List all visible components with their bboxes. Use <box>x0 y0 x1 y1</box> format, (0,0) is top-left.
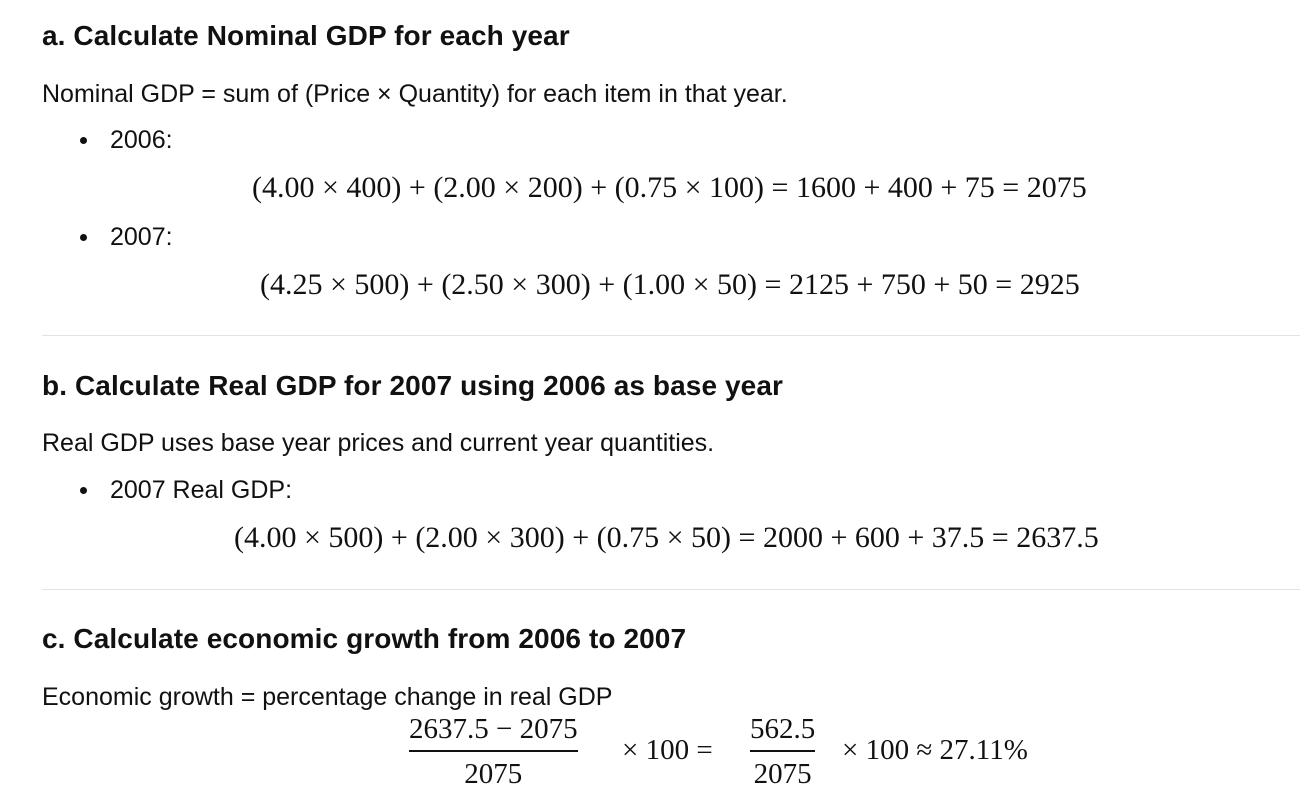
section-b-intro: Real GDP uses base year prices and curre… <box>42 429 715 457</box>
operator-times-equals: × 100 = <box>622 734 713 766</box>
section-divider <box>42 589 1300 590</box>
equation-nominal-2007: (4.25 × 500) + (2.50 × 300) + (1.00 × 50… <box>260 268 1080 301</box>
section-b-heading: b. Calculate Real GDP for 2007 using 200… <box>42 370 784 401</box>
fraction-numerator: 2637.5 − 2075 <box>409 713 578 745</box>
equation-nominal-2006: (4.00 × 400) + (2.00 × 200) + (0.75 × 10… <box>252 171 1087 204</box>
bullet-dot <box>80 487 87 494</box>
fraction-growth-simplified: 562.5 2075 <box>750 712 816 791</box>
list-item: 2007 Real GDP: <box>80 476 292 505</box>
list-item: 2006: <box>80 126 173 155</box>
operator-result: × 100 ≈ 27.11% <box>842 734 1028 766</box>
section-c-intro: Economic growth = percentage change in r… <box>42 683 613 711</box>
fraction-denominator: 2075 <box>464 758 523 790</box>
fraction-bar <box>750 750 816 752</box>
bullet-label-2007: 2007: <box>110 223 173 251</box>
bullet-label-real-2007: 2007 Real GDP: <box>110 476 293 504</box>
list-item: 2007: <box>80 223 173 252</box>
equation-real-2007: (4.00 × 500) + (2.00 × 300) + (0.75 × 50… <box>234 521 1099 554</box>
section-divider <box>42 335 1300 336</box>
bullet-dot <box>80 137 87 144</box>
section-a-heading: a. Calculate Nominal GDP for each year <box>42 20 570 51</box>
section-a-intro: Nominal GDP = sum of (Price × Quantity) … <box>42 80 788 108</box>
bullet-label-2006: 2006: <box>110 126 173 154</box>
bullet-dot <box>80 234 87 241</box>
fraction-numerator: 562.5 <box>750 713 816 745</box>
fraction-bar <box>409 750 578 752</box>
fraction-growth-raw: 2637.5 − 2075 2075 <box>409 712 578 791</box>
section-c-heading: c. Calculate economic growth from 2006 t… <box>42 623 687 654</box>
fraction-denominator: 2075 <box>753 758 812 790</box>
